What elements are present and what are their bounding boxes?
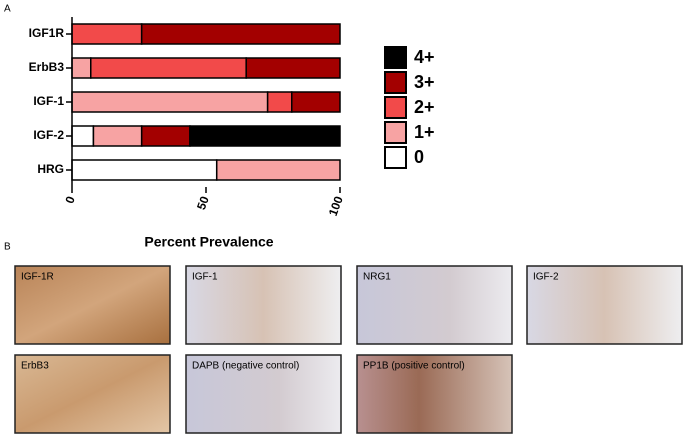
legend-swatch	[384, 46, 407, 69]
legend-label: 1+	[414, 122, 435, 142]
x-tick-label: 0	[62, 194, 78, 205]
bar-segment	[215, 159, 341, 181]
y-tick-label: HRG	[37, 162, 64, 176]
histology-image	[185, 354, 342, 434]
image-label: NRG1	[363, 272, 391, 283]
legend-swatch	[384, 71, 407, 94]
bar-segment	[245, 57, 341, 79]
histology-image	[14, 354, 171, 434]
bar-segment	[90, 57, 247, 79]
image-label: ErbB3	[21, 361, 49, 372]
image-label: PP1B (positive control)	[363, 361, 465, 372]
bar-segment	[71, 125, 95, 147]
legend-label: 3+	[414, 72, 435, 92]
bar-segment	[140, 23, 341, 45]
y-tick-label: IGF-1	[33, 94, 64, 108]
y-tick-label: ErbB3	[29, 60, 65, 74]
histology-image	[185, 265, 342, 345]
bar-segment	[189, 125, 341, 147]
bar-segment	[71, 159, 218, 181]
histology-image	[356, 265, 513, 345]
panel-label: A	[4, 4, 11, 15]
bar-segment	[71, 23, 143, 45]
legend-swatch	[384, 96, 407, 119]
bar-segment	[71, 57, 92, 79]
legend-label: 2+	[414, 97, 435, 117]
y-tick-label: IGF1R	[29, 26, 65, 40]
legend-label: 0	[414, 147, 424, 167]
histology-image	[356, 354, 513, 434]
legend-swatch	[384, 146, 407, 169]
panel-label: B	[4, 242, 11, 253]
bar-segment	[92, 125, 143, 147]
image-label: IGF-2	[533, 272, 559, 283]
y-tick-label: IGF-2	[33, 128, 64, 142]
image-label: IGF-1R	[21, 272, 54, 283]
image-label: DAPB (negative control)	[192, 361, 299, 372]
x-tick-label: 100	[326, 194, 346, 218]
bar-segment	[291, 91, 341, 113]
image-label: IGF-1	[192, 272, 218, 283]
histology-image	[14, 265, 171, 345]
x-tick-label: 50	[194, 194, 212, 212]
histology-image	[526, 265, 683, 345]
legend-label: 4+	[414, 47, 435, 67]
bar-segment	[71, 91, 269, 113]
legend-swatch	[384, 121, 407, 144]
bar-segment	[266, 91, 293, 113]
x-axis-label: Percent Prevalence	[144, 234, 273, 250]
bar-segment	[140, 125, 191, 147]
